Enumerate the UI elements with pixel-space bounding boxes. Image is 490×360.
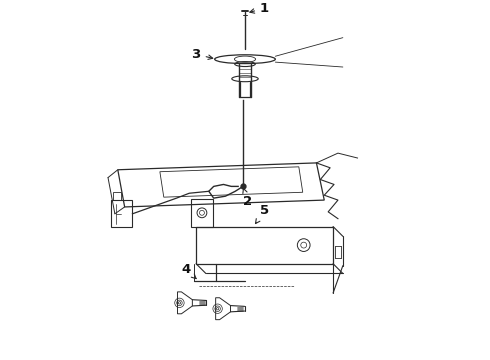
- Text: 3: 3: [192, 48, 213, 61]
- Text: 2: 2: [243, 189, 252, 208]
- Text: 5: 5: [255, 204, 269, 224]
- Bar: [113, 192, 121, 200]
- Text: 4: 4: [182, 263, 196, 279]
- Text: 1: 1: [250, 2, 269, 15]
- Bar: [111, 200, 132, 228]
